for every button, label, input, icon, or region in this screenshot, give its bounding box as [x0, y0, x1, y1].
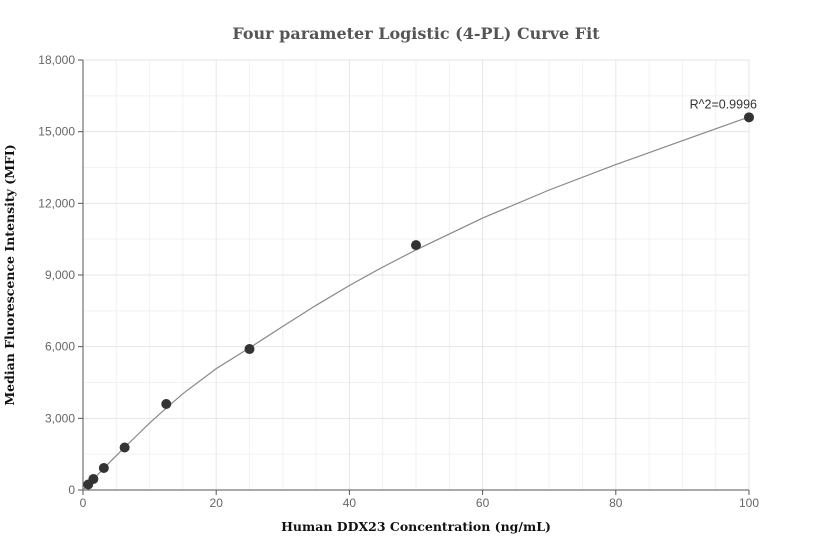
- y-tick-label: 9,000: [45, 268, 75, 282]
- chart-title: Four parameter Logistic (4-PL) Curve Fit: [232, 24, 600, 43]
- data-points: [83, 112, 754, 490]
- x-tick-label: 100: [739, 496, 759, 510]
- x-tick-label: 40: [343, 496, 357, 510]
- y-tick-label: 3,000: [45, 411, 75, 425]
- x-tick-label: 20: [210, 496, 224, 510]
- data-point: [119, 442, 130, 453]
- x-tick-label: 60: [476, 496, 490, 510]
- y-tick-label: 6,000: [45, 340, 75, 354]
- y-tick-label: 18,000: [38, 53, 75, 67]
- x-axis-ticks: 0 20 40 60 80 100: [80, 490, 759, 510]
- data-point: [161, 399, 172, 409]
- x-axis-label: Human DDX23 Concentration (ng/mL): [281, 519, 551, 534]
- data-point: [98, 463, 109, 474]
- y-tick-label: 0: [68, 483, 75, 497]
- x-tick-label: 80: [609, 496, 623, 510]
- data-point: [244, 344, 255, 355]
- y-tick-label: 12,000: [38, 196, 75, 210]
- data-point: [88, 474, 99, 485]
- y-tick-label: 15,000: [38, 125, 75, 139]
- data-point: [744, 112, 754, 123]
- data-point: [411, 240, 421, 251]
- y-axis-label: Median Fluorescence Intensity (MFI): [2, 144, 17, 405]
- grid: [82, 59, 750, 491]
- r-squared-annotation: R^2=0.9996: [690, 97, 757, 111]
- y-axis-ticks: 0 3,000 6,000 9,000 12,000 15,000 18,000: [38, 53, 83, 497]
- x-tick-label: 0: [80, 496, 87, 510]
